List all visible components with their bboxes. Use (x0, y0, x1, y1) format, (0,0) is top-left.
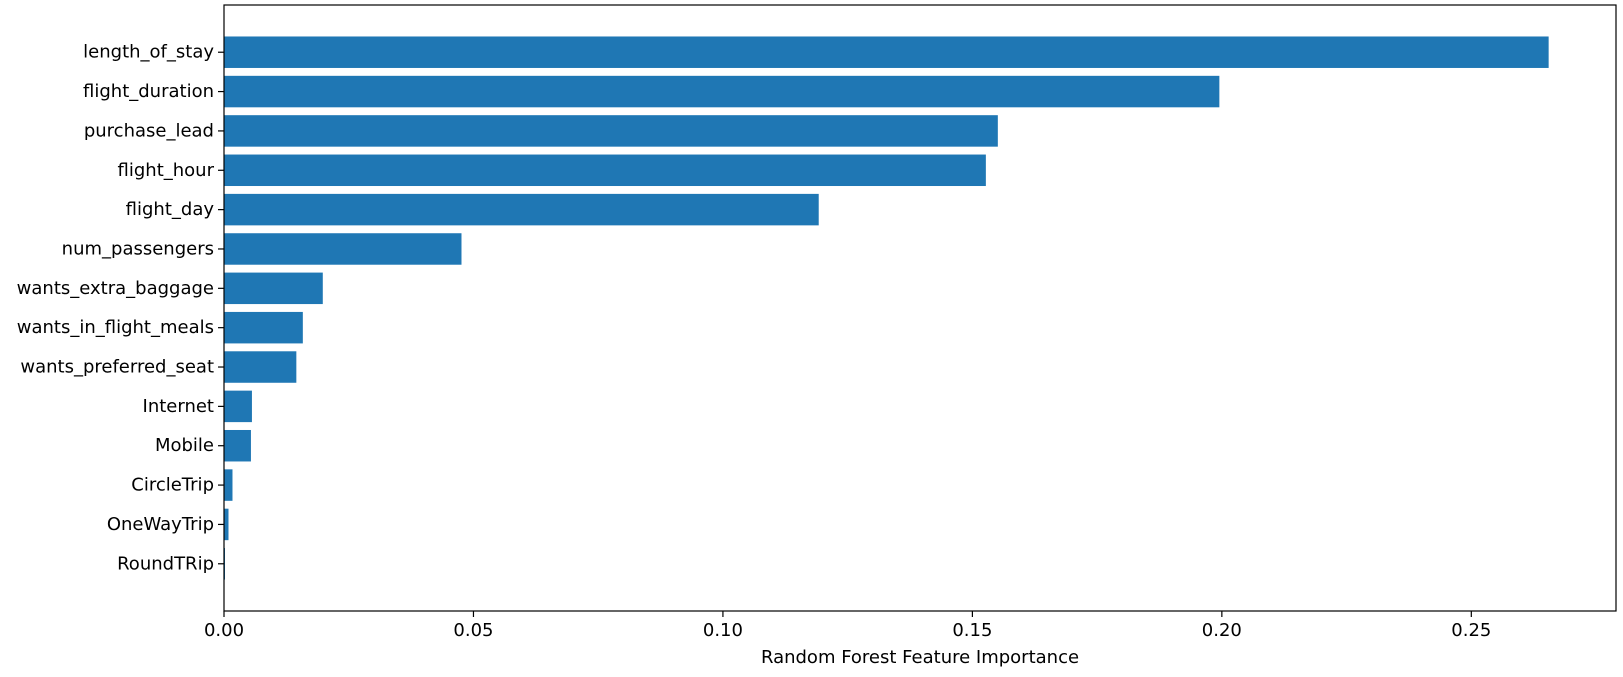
y-tick-label: flight_duration (83, 81, 214, 102)
y-tick-label: OneWayTrip (107, 514, 214, 535)
bar-wants_preferred_seat (224, 351, 297, 383)
x-tick-label: 0.15 (952, 620, 992, 641)
bar-purchase_lead (224, 115, 998, 147)
y-tick-label: CircleTrip (131, 475, 214, 496)
y-tick-label: Mobile (155, 435, 214, 456)
x-tick-label: 0.10 (703, 620, 743, 641)
bar-flight_day (224, 193, 819, 226)
plot-frame (223, 4, 1617, 612)
y-tick-label: RoundTRip (117, 553, 214, 574)
bar-OneWayTrip (224, 508, 229, 541)
bars-group (224, 36, 1549, 580)
y-axis-ticks: length_of_stay flight_duration purchase_le… (17, 42, 224, 574)
bar-Internet (224, 390, 252, 423)
x-tick-label: 0.20 (1202, 620, 1242, 641)
y-tick-label: wants_preferred_seat (20, 357, 214, 378)
x-tick-label: 0.25 (1451, 620, 1491, 641)
y-tick-label: Internet (143, 396, 214, 417)
y-tick-label: length_of_stay (83, 42, 214, 63)
bar-flight_hour (224, 154, 986, 187)
bar-num_passengers (224, 233, 462, 265)
bar-Mobile (224, 429, 251, 462)
y-tick-label: wants_in_flight_meals (17, 317, 214, 338)
bar-flight_duration (224, 75, 1220, 108)
x-axis-ticks: 0.00 0.05 0.10 0.15 0.20 0.25 (204, 611, 1491, 641)
y-tick-label: flight_hour (118, 160, 215, 181)
bar-wants_in_flight_meals (224, 311, 303, 344)
y-tick-label: purchase_lead (84, 120, 214, 141)
y-tick-label: flight_day (126, 199, 215, 220)
y-tick-label: num_passengers (62, 238, 214, 259)
bar-length_of_stay (224, 36, 1549, 68)
bar-CircleTrip (224, 469, 233, 501)
x-tick-label: 0.00 (204, 620, 244, 641)
x-axis-title: Random Forest Feature Importance (761, 647, 1079, 668)
bar-wants_extra_baggage (224, 272, 323, 305)
x-tick-label: 0.05 (453, 620, 493, 641)
y-tick-label: wants_extra_baggage (17, 278, 214, 299)
